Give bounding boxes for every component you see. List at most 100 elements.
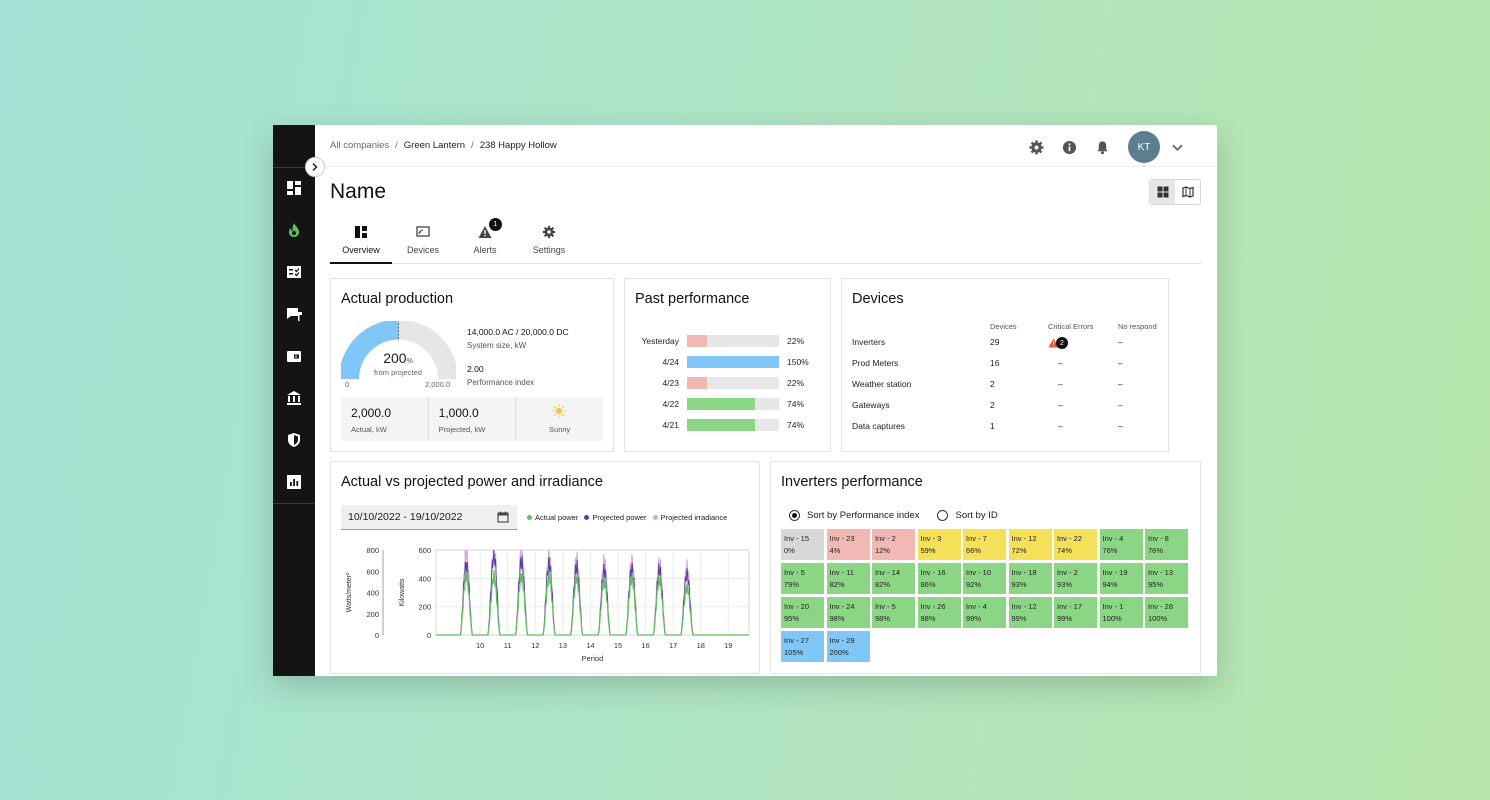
inverter-label: Inv - 5: [875, 602, 896, 611]
column-header: No respond: [1118, 322, 1157, 331]
inverter-cell[interactable]: Inv - 7 66%: [963, 529, 1006, 560]
inverter-cell[interactable]: Inv - 18 93%: [1008, 563, 1052, 594]
tab-alerts[interactable]: Alerts 1: [454, 218, 516, 264]
sidebar-collapse-button[interactable]: [305, 157, 325, 177]
inverter-pct: 99%: [966, 614, 982, 623]
sort-id-radio[interactable]: [937, 510, 949, 521]
bell-icon[interactable]: [1095, 140, 1110, 155]
topbar: All companies / Green Lantern / 238 Happ…: [315, 125, 1217, 167]
breadcrumb-item[interactable]: 238 Happy Hollow: [479, 140, 557, 151]
inverter-label: Inv - 18: [1011, 568, 1037, 577]
performance-bar: [687, 398, 756, 410]
grid-view-button[interactable]: [1150, 180, 1175, 204]
inverter-pct: 82%: [829, 580, 845, 589]
inverter-label: Inv - 2: [1057, 568, 1078, 577]
inverter-pct: 100%: [1148, 614, 1168, 623]
gauge-value: 200: [383, 350, 407, 366]
dashboard-icon[interactable]: [283, 177, 305, 199]
sort-performance-radio[interactable]: [789, 510, 800, 521]
breadcrumb: All companies / Green Lantern / 238 Happ…: [330, 140, 557, 151]
x-tick-label: 14: [586, 641, 594, 650]
calendar-icon[interactable]: [497, 511, 509, 523]
inverter-cell[interactable]: Inv - 15 0%: [781, 529, 824, 560]
inverter-cell[interactable]: Inv - 1 100%: [1099, 597, 1143, 628]
inverter-cell[interactable]: Inv - 8 76%: [1145, 529, 1188, 560]
inverter-label: Inv - 4: [966, 602, 987, 611]
table-row[interactable]: Gateways 2 – –: [852, 400, 1160, 414]
gear-icon[interactable]: [1029, 139, 1044, 155]
inverter-cell[interactable]: Inv - 20 95%: [781, 597, 824, 628]
inverter-cell[interactable]: Inv - 19 94%: [1099, 563, 1143, 594]
projected-stat: 1,000.0 Projected, kW: [429, 397, 517, 441]
table-row[interactable]: Weather station 2 – –: [852, 379, 1160, 393]
checklist-icon[interactable]: [283, 261, 305, 283]
chevron-down-icon[interactable]: [1170, 140, 1185, 155]
projected-value: 1,000.0: [438, 406, 479, 420]
inverter-cell[interactable]: Inv - 24 98%: [826, 597, 870, 628]
inverter-cell[interactable]: Inv - 2 93%: [1054, 563, 1097, 594]
report-icon[interactable]: [283, 471, 305, 493]
inverter-cell[interactable]: Inv - 5 98%: [872, 597, 915, 628]
inverter-cell[interactable]: Inv - 4 76%: [1099, 529, 1143, 560]
inverter-cell[interactable]: Inv - 27 105%: [781, 631, 824, 662]
inverter-cell[interactable]: Inv - 28 100%: [1145, 597, 1188, 628]
inverter-label: Inv - 23: [829, 534, 855, 543]
legend-item: Projected power: [584, 513, 647, 522]
inverter-cell[interactable]: Inv - 14 82%: [872, 563, 915, 594]
wallet-icon[interactable]: [283, 345, 305, 367]
performance-row: Yesterday 22%: [635, 334, 804, 348]
inverter-cell[interactable]: Inv - 29 200%: [826, 631, 870, 662]
shield-icon[interactable]: [283, 429, 305, 451]
inverter-cell[interactable]: Inv - 4 99%: [963, 597, 1006, 628]
inverter-cell[interactable]: Inv - 17 99%: [1054, 597, 1097, 628]
inverter-cell[interactable]: Inv - 26 98%: [917, 597, 961, 628]
no-respond: –: [1118, 421, 1123, 431]
inverter-cell[interactable]: Inv - 10 92%: [963, 563, 1006, 594]
bank-icon[interactable]: [283, 387, 305, 409]
inverter-cell[interactable]: Inv - 3 59%: [917, 529, 961, 560]
table-row[interactable]: Data captures 1 – –: [852, 421, 1160, 435]
inverter-cell[interactable]: Inv - 22 74%: [1054, 529, 1097, 560]
production-stats: 2,000.0 Actual, kW 1,000.0 Projected, kW…: [341, 397, 603, 441]
map-view-button[interactable]: [1175, 180, 1200, 204]
actual-label: Actual, kW: [351, 425, 387, 434]
inverter-label: Inv - 22: [1057, 534, 1083, 543]
inverter-cell[interactable]: Inv - 12 99%: [1008, 597, 1052, 628]
inverter-pct: 99%: [1057, 614, 1073, 623]
inverter-cell[interactable]: Inv - 23 4%: [826, 529, 870, 560]
column-header: Critical Errors: [1048, 322, 1094, 331]
table-row[interactable]: Inverters 29 2 –: [852, 337, 1160, 351]
inverter-cell[interactable]: Inv - 16 86%: [917, 563, 961, 594]
breadcrumb-item[interactable]: Green Lantern: [403, 140, 466, 151]
x-tick-label: 13: [559, 641, 567, 650]
inverter-label: Inv - 12: [1011, 534, 1037, 543]
inverter-cell[interactable]: Inv - 11 82%: [826, 563, 870, 594]
sort-id-label[interactable]: Sort by ID: [955, 510, 998, 521]
date-range-value: 10/10/2022 - 19/10/2022: [348, 511, 463, 523]
app-window: All companies / Green Lantern / 238 Happ…: [273, 125, 1217, 676]
inverter-label: Inv - 17: [1057, 602, 1083, 611]
flame-icon[interactable]: [283, 219, 305, 241]
inverter-cell[interactable]: Inv - 2 12%: [872, 529, 915, 560]
tab-overview[interactable]: Overview: [330, 220, 392, 264]
y2-tick-label: 200: [366, 610, 379, 619]
inverter-cell[interactable]: Inv - 13 95%: [1145, 563, 1188, 594]
table-row[interactable]: Prod Meters 16 – –: [852, 358, 1160, 372]
breadcrumb-item[interactable]: All companies: [330, 140, 390, 151]
sort-performance-label[interactable]: Sort by Performance index: [807, 510, 920, 521]
past-performance-card: Past performance Yesterday 22% 4/24 150% 4/2…: [624, 278, 831, 452]
chat-flag-icon[interactable]: [283, 303, 305, 325]
avatar[interactable]: KT: [1128, 131, 1160, 163]
tab-devices[interactable]: Devices: [392, 220, 454, 264]
y-tick-label: 200: [418, 603, 431, 612]
info-icon[interactable]: [1062, 140, 1077, 155]
page-title: Name: [330, 180, 387, 203]
inverter-cell[interactable]: Inv - 12 72%: [1008, 529, 1052, 560]
no-respond: –: [1118, 337, 1123, 347]
inverter-pct: 4%: [829, 546, 841, 555]
tab-settings[interactable]: Settings: [516, 220, 582, 264]
card-title: Actual vs projected power and irradiance: [341, 474, 603, 490]
inverter-cell[interactable]: Inv - 5 79%: [781, 563, 824, 594]
tab-label: Settings: [532, 245, 566, 255]
date-range-input[interactable]: 10/10/2022 - 19/10/2022: [341, 505, 517, 530]
